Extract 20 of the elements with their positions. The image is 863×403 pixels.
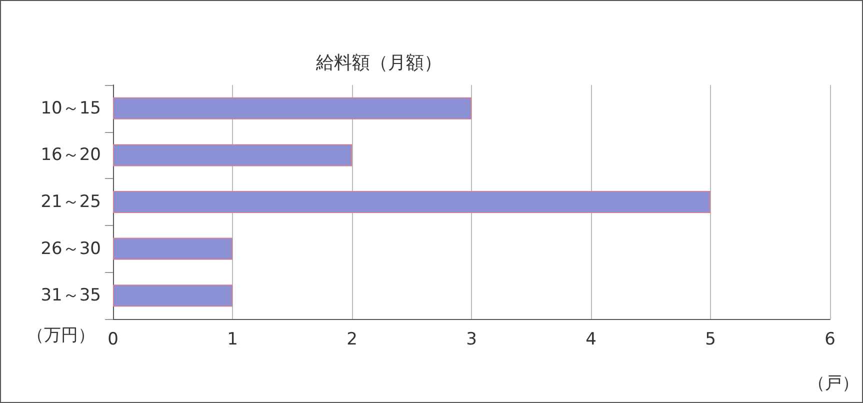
x-tick-label: 6	[824, 330, 836, 350]
y-axis-title: （万円）	[27, 326, 95, 346]
bar	[113, 191, 710, 213]
x-tick-label: 5	[705, 330, 716, 350]
bar	[113, 284, 232, 307]
x-tick-label: 3	[466, 330, 477, 350]
chart-title: 給料額（月額）	[315, 52, 442, 74]
x-tick-label: 0	[108, 330, 118, 350]
y-tick-label: 10～15	[40, 98, 101, 118]
bar	[113, 97, 472, 120]
y-tick-label: 21～25	[40, 192, 101, 212]
y-tick-label: 26～30	[40, 238, 101, 259]
x-tick-label: 1	[227, 330, 238, 350]
y-tick-label: 31～35	[40, 286, 101, 306]
x-tick-label: 4	[586, 330, 596, 350]
bar	[113, 238, 232, 260]
y-tick-label: 16～20	[40, 145, 101, 166]
bar	[113, 144, 352, 166]
x-tick-label: 2	[346, 330, 358, 350]
x-axis-title: （戸）	[808, 374, 859, 394]
